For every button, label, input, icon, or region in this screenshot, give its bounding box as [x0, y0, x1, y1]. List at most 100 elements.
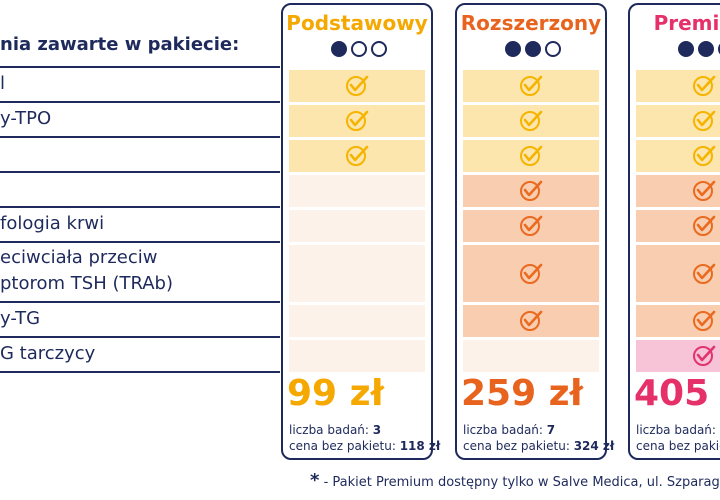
- tests-count: liczba badań: 7: [463, 423, 555, 437]
- row-label: [0, 136, 278, 171]
- level-dot: [505, 41, 521, 57]
- included-cell: [463, 105, 599, 137]
- level-dots: [505, 41, 561, 57]
- tests-label: liczba badań:: [289, 423, 369, 437]
- level-dot: [331, 41, 347, 57]
- row-label-line: y-TPO: [0, 107, 52, 129]
- row-divider: [0, 241, 280, 243]
- row-divider: [0, 66, 280, 68]
- level-dot: [525, 41, 541, 57]
- check-icon: [693, 180, 716, 201]
- list-price: cena bez pakietu: 118 zł: [289, 439, 440, 453]
- included-cell: [636, 70, 720, 102]
- check-icon: [520, 263, 543, 284]
- check-icon: [693, 263, 716, 284]
- package-column: Rozszerzony 259 zł liczba badań: 7 cena bez…: [455, 3, 614, 460]
- level-dot: [678, 41, 694, 57]
- row-label-line: ptorom TSH (TRAb): [0, 273, 174, 294]
- check-icon: [520, 75, 543, 96]
- tests-label: liczba badań:: [463, 423, 543, 437]
- list-price-value: 118 zł: [399, 439, 441, 453]
- check-icon: [693, 345, 716, 366]
- list-price-label: cena bez pakietu:: [289, 439, 396, 453]
- check-icon: [693, 215, 716, 236]
- level-dots: [678, 41, 720, 57]
- row-label-line: y-TG: [0, 307, 41, 329]
- tests-count: liczba badań: 8: [636, 423, 720, 437]
- empty-cell: [289, 340, 425, 372]
- check-icon: [520, 180, 543, 201]
- row-label: fologia krwi: [0, 206, 278, 241]
- empty-cell: [289, 305, 425, 337]
- check-icon: [346, 110, 369, 131]
- package-column: Premium 405 zł liczba badań: 8 cena bez pak…: [628, 3, 720, 460]
- row-label: eciwciała przeciw ptorom TSH (TRAb): [0, 241, 278, 301]
- row-label: [0, 171, 278, 206]
- included-cell: [463, 305, 599, 337]
- header-label: nia zawarte w pakiecie:: [0, 34, 240, 55]
- level-dots: [331, 41, 387, 57]
- level-dot: [698, 41, 714, 57]
- row-divider: [0, 171, 280, 173]
- included-cell: [636, 175, 720, 207]
- empty-cell: [289, 175, 425, 207]
- price: 405 zł: [634, 373, 720, 414]
- empty-cell: [289, 210, 425, 242]
- tests-value: 7: [546, 423, 556, 437]
- included-cell: [636, 245, 720, 302]
- row-divider: [0, 301, 280, 303]
- included-cell: [463, 210, 599, 242]
- check-icon: [693, 145, 716, 166]
- row-divider: [0, 136, 280, 138]
- tests-value: 3: [372, 423, 382, 437]
- check-icon: [520, 215, 543, 236]
- footnote-mark: *: [310, 470, 320, 491]
- list-price: cena bez pakietu:: [636, 439, 720, 453]
- included-cell: [289, 105, 425, 137]
- list-price-label: cena bez pakietu:: [636, 439, 720, 453]
- included-cell: [636, 210, 720, 242]
- included-cell: [636, 340, 720, 372]
- included-cell: [636, 140, 720, 172]
- level-dot: [371, 41, 387, 57]
- empty-cell: [289, 245, 425, 302]
- row-label-line: eciwciała przeciw: [0, 247, 158, 268]
- row-divider: [0, 336, 280, 338]
- footnote-text: - Pakiet Premium dostępny tylko w Salve …: [323, 475, 720, 490]
- row-label-line: l: [0, 72, 6, 94]
- check-icon: [346, 145, 369, 166]
- package-name: Premium: [653, 11, 720, 35]
- row-label-line: G tarczycy: [0, 342, 96, 364]
- row-divider: [0, 371, 280, 373]
- package-name: Rozszerzony: [460, 11, 602, 35]
- row-divider: [0, 101, 280, 103]
- included-cell: [463, 70, 599, 102]
- list-price-label: cena bez pakietu:: [463, 439, 570, 453]
- empty-cell: [463, 340, 599, 372]
- check-icon: [693, 310, 716, 331]
- check-icon: [346, 75, 369, 96]
- row-label: G tarczycy: [0, 336, 278, 371]
- price: 99 zł: [287, 373, 384, 414]
- row-label: y-TPO: [0, 101, 278, 136]
- level-dot: [545, 41, 561, 57]
- row-label: l: [0, 66, 278, 101]
- tests-label: liczba badań:: [636, 423, 716, 437]
- row-label-line: fologia krwi: [0, 212, 105, 234]
- check-icon: [693, 110, 716, 131]
- included-cell: [463, 175, 599, 207]
- price: 259 zł: [461, 373, 583, 414]
- row-label: y-TG: [0, 301, 278, 336]
- check-icon: [520, 310, 543, 331]
- included-cell: [463, 140, 599, 172]
- footnote: * - Pakiet Premium dostępny tylko w Salv…: [310, 470, 720, 491]
- check-icon: [520, 145, 543, 166]
- included-cell: [289, 70, 425, 102]
- level-dot: [351, 41, 367, 57]
- included-cell: [463, 245, 599, 302]
- package-column: Podstawowy 99 zł liczba badań: 3 cena bez p…: [281, 3, 440, 460]
- included-cell: [636, 305, 720, 337]
- included-cell: [289, 140, 425, 172]
- check-icon: [520, 110, 543, 131]
